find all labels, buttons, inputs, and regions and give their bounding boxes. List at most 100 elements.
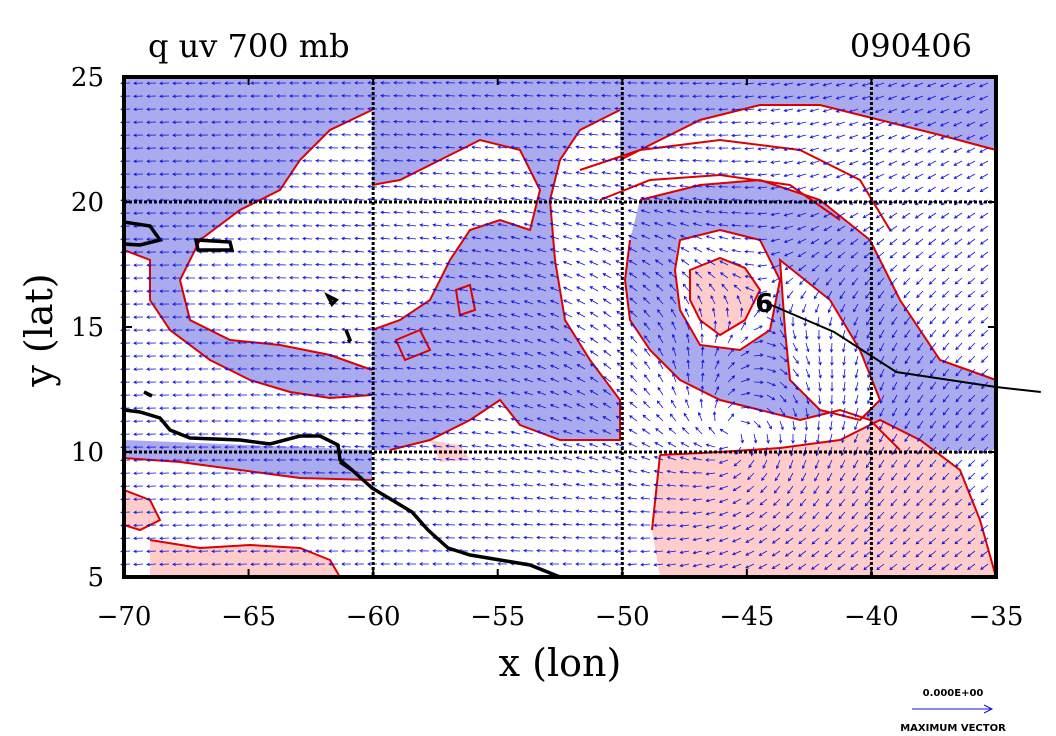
wind-vector [827,459,833,469]
wind-vector [686,359,690,370]
wind-vector [757,82,768,86]
wind-vector [380,431,391,436]
wind-vector [852,290,859,300]
wind-vector [576,325,586,331]
wind-vector [967,277,976,285]
wind-vector [523,287,534,292]
wind-vector [759,511,768,518]
wind-vector [315,392,326,397]
wind-vector [979,134,989,140]
wind-vector [354,379,365,384]
wind-vector [854,355,859,366]
wind-vector [575,469,586,474]
wind-vector [445,236,456,240]
wind-vector [380,405,391,410]
wind-vector [879,381,885,391]
wind-vector [237,276,248,280]
wind-vector [341,562,352,566]
wind-vector [289,236,300,241]
wind-vector [914,121,924,127]
wind-vector [778,433,783,444]
wind-vector [328,210,339,215]
wind-vector [510,184,521,188]
wind-vector [367,249,378,254]
wind-vector [701,359,705,370]
wind-vector [615,415,625,422]
wind-vector [588,171,599,175]
wind-vector [861,121,872,126]
wind-vector [211,146,222,150]
wind-vector [588,132,599,137]
wind-vector [380,301,391,306]
wind-vector [563,403,573,409]
wind-vector [406,522,417,527]
wind-vector [185,120,196,124]
wind-vector [916,485,924,494]
wind-vector [980,511,989,519]
wind-vector [458,365,469,370]
wind-vector [575,549,586,553]
wind-vector [497,496,508,500]
wind-vector [536,132,547,137]
wind-vector [289,562,300,566]
wind-vector [484,535,495,540]
wind-vector [536,456,547,461]
wind-vector [458,457,469,461]
wind-vector [354,444,365,449]
wind-vector [302,445,313,449]
wind-vector [263,263,274,267]
wind-vector [891,433,898,443]
wind-vector [783,82,794,87]
wind-vector [276,314,287,319]
wind-vector [854,420,859,431]
wind-vector [458,80,469,85]
wind-vector [523,222,534,227]
wind-vector [276,484,286,488]
wind-vector [419,223,430,227]
wind-vector [602,429,612,435]
wind-vector [766,342,777,347]
wind-vector [146,172,157,176]
wind-vector [159,81,170,86]
wind-vector [980,342,989,350]
wind-vector [419,483,430,488]
wind-vector [458,106,469,111]
wind-vector [536,222,547,227]
wind-vector [917,355,924,364]
wind-vector [863,524,872,533]
wind-vector [198,289,208,293]
wind-vector [354,418,365,423]
wind-vector [757,264,768,268]
wind-vector [237,146,247,150]
wind-vector [740,336,749,344]
wind-vector [276,393,287,397]
wind-vector [445,300,456,305]
wind-vector [419,119,430,124]
wind-vector [289,223,300,228]
wind-vector [172,458,183,462]
wind-vector [315,523,325,527]
wind-vector [289,249,300,254]
wind-vector [237,211,248,215]
wind-vector [393,457,404,462]
wind-vector [224,289,235,293]
wind-vector [224,432,234,436]
wind-vector [159,562,170,567]
wind-vector [406,158,417,163]
wind-vector [549,483,560,487]
wind-vector [497,248,508,253]
wind-vector [804,329,809,340]
wind-vector [835,95,846,100]
wind-vector [549,209,560,214]
wind-vector [211,380,221,384]
wind-vector [146,445,157,450]
wind-vector [822,147,833,152]
wind-vector [406,549,417,553]
wind-vector [419,431,430,435]
wind-vector [830,368,834,379]
wind-vector [815,446,820,457]
wind-vector [536,300,547,305]
wind-vector [328,275,339,280]
legend-arrow-head [983,704,994,714]
wind-vector [289,484,300,488]
